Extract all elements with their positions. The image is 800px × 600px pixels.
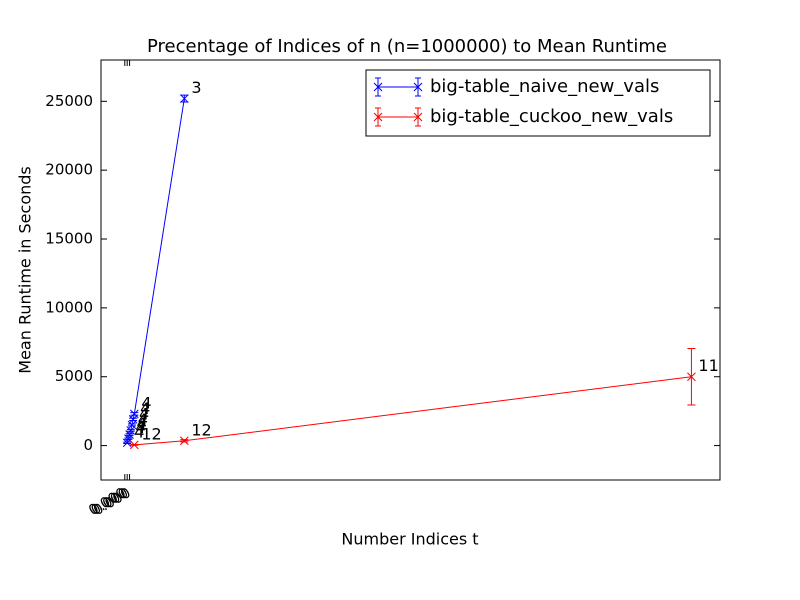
plot-frame — [100, 59, 721, 481]
legend: big-table_naive_new_vals big-table_cuckoo… — [365, 69, 711, 137]
point-annotation: 4 — [137, 414, 147, 433]
x-axis-label: Number Indices t — [341, 530, 478, 549]
point-marker — [179, 436, 189, 446]
point-marker — [129, 440, 139, 450]
y-tick-label: 10000 — [45, 298, 93, 316]
y-tick-label: 5000 — [55, 367, 93, 385]
y-tick-label: 0 — [83, 436, 93, 454]
chart-title: Precentage of Indices of n (n=1000000) t… — [147, 36, 667, 57]
point-annotation: 3 — [191, 78, 201, 97]
point-marker — [127, 420, 137, 430]
y-axis-label: Mean Runtime in Seconds — [16, 166, 35, 373]
point-annotation: 4 — [139, 404, 149, 423]
point-annotation: 4 — [141, 393, 151, 412]
point-annotation: 4 — [140, 399, 150, 418]
y-tick-label: 20000 — [45, 161, 93, 179]
legend-label: big-table_naive_new_vals — [430, 76, 659, 97]
point-marker — [413, 82, 423, 92]
y-tick-label: 25000 — [45, 92, 93, 110]
point-annotation: 12 — [191, 420, 211, 439]
legend-label: big-table_cuckoo_new_vals — [430, 106, 673, 127]
point-marker — [129, 409, 139, 419]
point-marker — [179, 94, 189, 103]
point-annotation: 12 — [141, 424, 161, 443]
point-marker — [413, 112, 423, 122]
point-marker — [126, 426, 136, 435]
point-annotation: 4 — [135, 418, 145, 437]
point-marker — [373, 112, 383, 122]
point-annotation: 4 — [138, 410, 148, 429]
point-marker — [687, 372, 696, 382]
point-annotation: 11 — [698, 356, 718, 375]
legend-box — [365, 69, 711, 137]
point-annotation: 4 — [134, 422, 144, 441]
point-marker — [128, 415, 138, 424]
point-marker — [373, 82, 383, 92]
y-tick-label: 15000 — [45, 230, 93, 248]
